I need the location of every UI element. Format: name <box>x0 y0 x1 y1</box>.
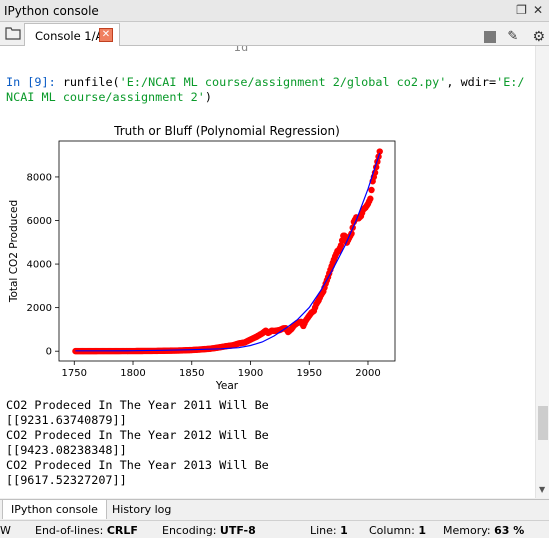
y-tick-label: 4000 <box>27 260 52 271</box>
console-scrollbar[interactable]: ▼ <box>535 46 549 498</box>
data-point <box>367 195 374 202</box>
tab-console-label: Console 1/A <box>35 29 104 43</box>
browse-tabs-icon[interactable] <box>5 26 21 40</box>
x-tick-label: 1950 <box>297 368 322 379</box>
output-line: [[9423.08238348]] <box>6 443 127 457</box>
output-line: [[9231.63740879]] <box>6 413 127 427</box>
regression-line <box>75 152 381 352</box>
data-point <box>368 186 375 194</box>
y-axis-label: Total CO2 Produced <box>8 200 20 303</box>
stop-icon[interactable] <box>484 30 497 43</box>
input-line-1: In [9]: runfile('E:/NCAI ML course/assig… <box>6 75 525 89</box>
output-line: CO2 Prodeced In The Year 2011 Will Be <box>6 398 269 412</box>
x-tick-label: 1750 <box>62 368 87 379</box>
eraser-icon[interactable]: ✎ <box>507 28 519 44</box>
close-pane-icon[interactable]: ✕ <box>532 3 543 17</box>
console-output[interactable]: Id In [9]: runfile('E:/NCAI ML course/as… <box>0 46 535 498</box>
window-controls: ❐ ✕ <box>510 3 543 17</box>
x-tick-label: 1900 <box>238 368 263 379</box>
status-encoding: Encoding: UTF-8 <box>162 524 256 537</box>
x-tick-label: 2000 <box>355 368 380 379</box>
console-toolbar: ✎ ⚙ <box>478 26 545 45</box>
tab-console-1a[interactable]: Console 1/A ✕ <box>24 23 120 46</box>
data-point <box>376 148 383 155</box>
y-tick-label: 2000 <box>27 303 52 314</box>
plot-axes-frame <box>58 140 396 362</box>
window-title: IPython console <box>4 4 99 18</box>
output-line: CO2 Prodeced In The Year 2012 Will Be <box>6 428 269 442</box>
close-tab-icon[interactable]: ✕ <box>99 28 113 42</box>
status-line: Line: 1 <box>310 524 348 537</box>
input-line-2: NCAI ML course/assignment 2') <box>6 90 212 104</box>
data-point <box>337 242 345 249</box>
status-fragment: W <box>0 524 11 537</box>
scroll-down-icon[interactable]: ▼ <box>539 485 546 494</box>
console-tabbar: Console 1/A ✕ ✎ ⚙ <box>0 22 549 46</box>
tab-ipython-console[interactable]: IPython console <box>2 500 107 519</box>
x-tick-label: 1850 <box>179 368 204 379</box>
output-line: [[9617.52327207]] <box>6 473 127 487</box>
status-column: Column: 1 <box>369 524 426 537</box>
status-bar: W End-of-lines: CRLF Encoding: UTF-8 Lin… <box>0 520 549 538</box>
status-memory: Memory: 63 % <box>443 524 525 537</box>
scroll-thumb[interactable] <box>538 406 548 440</box>
input-prompt: In [9]: <box>6 75 63 89</box>
chart-title: Truth or Bluff (Polynomial Regression) <box>113 124 340 138</box>
gear-icon[interactable]: ⚙ <box>532 28 545 45</box>
y-tick-label: 0 <box>46 347 52 358</box>
regression-plot: Truth or Bluff (Polynomial Regression) 17… <box>6 121 398 393</box>
status-eol: End-of-lines: CRLF <box>35 524 138 537</box>
y-tick-label: 6000 <box>27 216 52 227</box>
undock-icon[interactable]: ❐ <box>516 3 527 17</box>
partial-text-line: Id <box>234 46 249 54</box>
x-axis-label: Year <box>215 380 239 392</box>
output-line: CO2 Prodeced In The Year 2013 Will Be <box>6 458 269 472</box>
window-titlebar: IPython console ❐ ✕ <box>0 0 549 22</box>
tab-history-log[interactable]: History log <box>112 503 172 516</box>
bottom-tabbar: IPython console History log <box>0 499 549 519</box>
y-tick-label: 8000 <box>27 172 52 183</box>
x-tick-label: 1800 <box>120 368 145 379</box>
